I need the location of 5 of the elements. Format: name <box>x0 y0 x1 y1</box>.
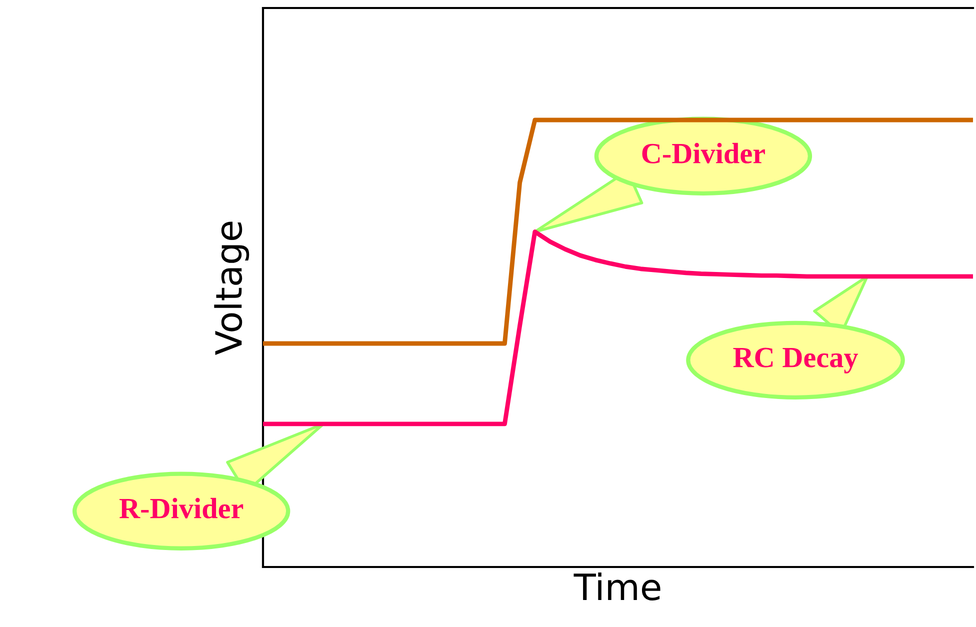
annotation: C-Divider <box>642 142 765 164</box>
x-axis-title: Time <box>574 572 660 601</box>
annotation: RC Decay <box>733 348 858 374</box>
y-axis-title: Voltage <box>214 222 250 355</box>
text: R-Divider <box>119 498 244 518</box>
